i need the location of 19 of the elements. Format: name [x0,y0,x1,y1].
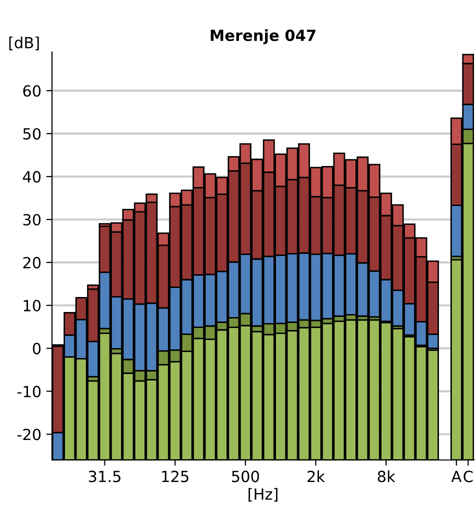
x-tick-label: 31.5 [88,470,120,482]
y-tick-label: 0 [32,342,41,354]
x-tick-label: A [451,470,462,482]
y-tick-label: -10 [17,386,41,398]
y-tick-label: 20 [23,256,41,268]
y-tick-label: 50 [23,128,41,140]
x-tick-label: 125 [162,470,188,482]
chart-title: Merenje 047 [210,29,316,44]
y-tick-label: 10 [24,300,41,312]
y-tick-label: -20 [17,428,41,440]
x-tick-label: 500 [232,470,259,482]
x-tick-label: 8k [378,470,396,482]
y-tick-label: 30 [23,214,41,226]
y-tick-label: 40 [22,171,41,183]
y-axis-title: [dB] [9,36,39,50]
x-axis-title: [Hz] [248,488,278,502]
y-tick-label: 60 [23,85,41,97]
x-tick-label: C [464,470,473,482]
x-tick-label: 2k [308,470,325,482]
